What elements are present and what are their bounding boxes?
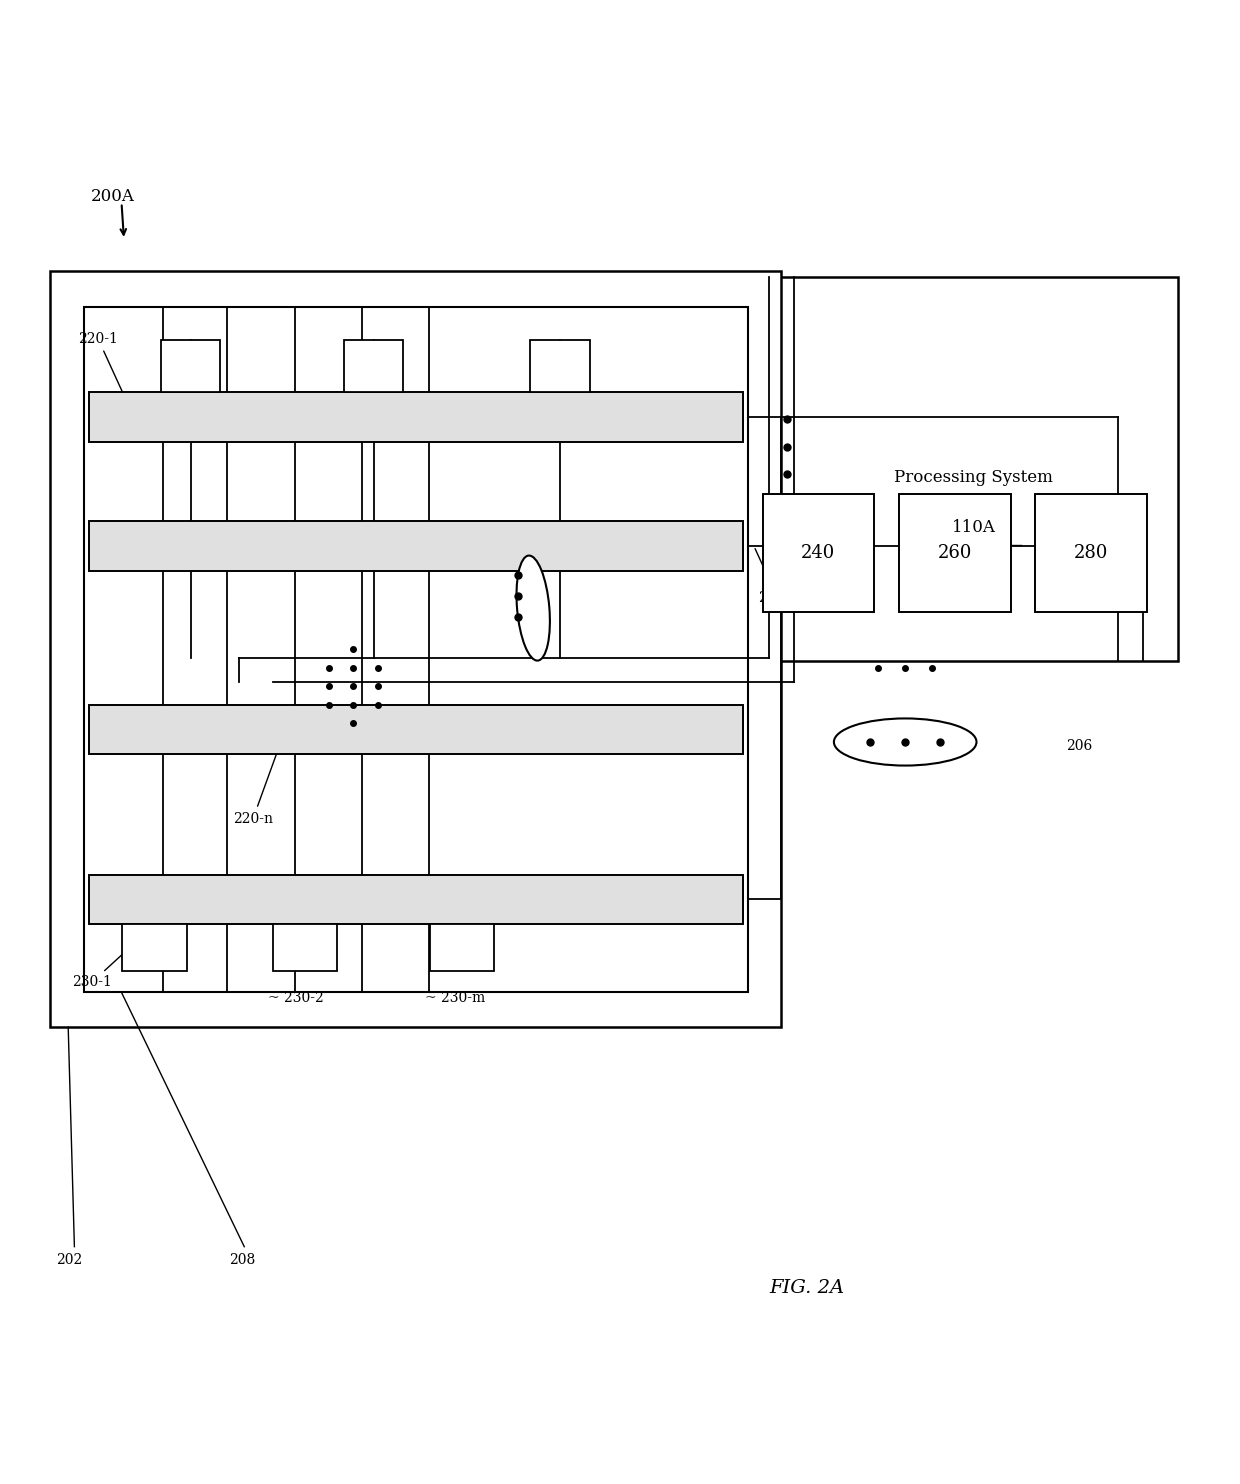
Text: FIG. 2A: FIG. 2A [769, 1279, 844, 1297]
Bar [273, 925, 337, 972]
Text: 230-1: 230-1 [72, 932, 146, 990]
Bar [89, 705, 743, 754]
Bar [899, 494, 1011, 611]
Ellipse shape [833, 718, 976, 766]
Text: 204: 204 [546, 545, 572, 559]
Bar [50, 270, 781, 1027]
Text: 206: 206 [1066, 739, 1092, 752]
Text: ~ 230-2: ~ 230-2 [268, 991, 324, 1005]
Bar [123, 925, 187, 972]
Bar [89, 521, 743, 571]
Text: 220-1: 220-1 [78, 332, 133, 414]
Bar [763, 494, 874, 611]
Text: 260: 260 [937, 545, 972, 562]
Text: 220-2: 220-2 [755, 549, 797, 605]
Text: 208: 208 [229, 1252, 255, 1267]
Bar [161, 340, 221, 392]
Bar [529, 340, 589, 392]
Text: 110A: 110A [951, 519, 996, 536]
Text: Processing System: Processing System [894, 469, 1053, 487]
Text: 280: 280 [1074, 545, 1109, 562]
Text: 240: 240 [801, 545, 836, 562]
Text: 202: 202 [56, 1252, 82, 1267]
Bar [89, 874, 743, 925]
Bar [1035, 494, 1147, 611]
Text: 200A: 200A [91, 188, 134, 205]
Text: ~ 230-m: ~ 230-m [424, 991, 485, 1005]
Bar [713, 278, 1178, 662]
Bar [343, 340, 403, 392]
Bar [89, 392, 743, 442]
Bar [84, 307, 748, 993]
Text: 220-n: 220-n [233, 732, 284, 825]
Bar [429, 925, 494, 972]
Ellipse shape [517, 555, 549, 660]
